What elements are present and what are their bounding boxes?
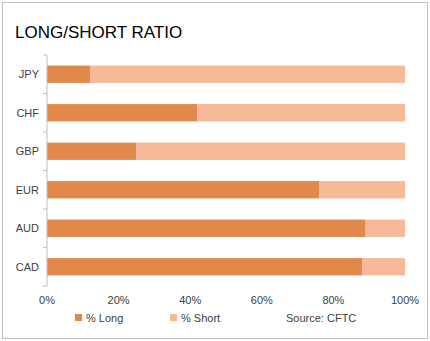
x-tick-label: 0% xyxy=(39,294,55,306)
bars xyxy=(47,66,405,276)
x-tick-label: 100% xyxy=(391,294,419,306)
category-label: CHF xyxy=(16,107,39,119)
category-tick xyxy=(43,93,47,94)
category-label: EUR xyxy=(16,184,39,196)
category-label: CAD xyxy=(16,261,39,273)
category-label: JPY xyxy=(19,68,40,80)
bar xyxy=(197,104,405,121)
bar xyxy=(47,258,362,275)
source-note: Source: CFTC xyxy=(286,312,356,324)
category-tick xyxy=(43,209,47,210)
category-tick xyxy=(43,170,47,171)
x-tick-label: 60% xyxy=(251,294,273,306)
bar xyxy=(47,104,197,121)
bar xyxy=(47,181,319,198)
category-tick xyxy=(43,132,47,133)
bar xyxy=(47,220,366,237)
category-label: GBP xyxy=(16,145,39,157)
bar xyxy=(90,66,405,83)
chart: LONG/SHORT RATIO JPY CHF GBP EUR AUD CAD 0% 20% 4… xyxy=(0,0,430,341)
bar xyxy=(362,258,405,275)
bar xyxy=(47,143,137,160)
bar xyxy=(366,220,405,237)
title: LONG/SHORT RATIO xyxy=(15,23,182,42)
bar xyxy=(319,181,405,198)
bar xyxy=(137,143,406,160)
x-tick xyxy=(118,286,119,287)
chart-frame xyxy=(3,3,428,339)
x-tick xyxy=(47,286,48,287)
x-tick xyxy=(405,286,406,287)
category-tick xyxy=(43,55,47,56)
x-tick-label: 80% xyxy=(322,294,344,306)
category-tick xyxy=(43,247,47,248)
x-tick-label: 20% xyxy=(108,294,130,306)
legend-swatch xyxy=(170,314,177,321)
x-tick-label: 40% xyxy=(179,294,201,306)
x-tick xyxy=(261,286,262,287)
category-label: AUD xyxy=(16,222,39,234)
legend-label: % Short xyxy=(181,312,220,324)
x-tick xyxy=(333,286,334,287)
category-tick xyxy=(43,286,47,287)
legend-swatch xyxy=(75,314,82,321)
bar xyxy=(47,66,90,83)
legend-label: % Long xyxy=(86,312,123,324)
x-tick xyxy=(190,286,191,287)
